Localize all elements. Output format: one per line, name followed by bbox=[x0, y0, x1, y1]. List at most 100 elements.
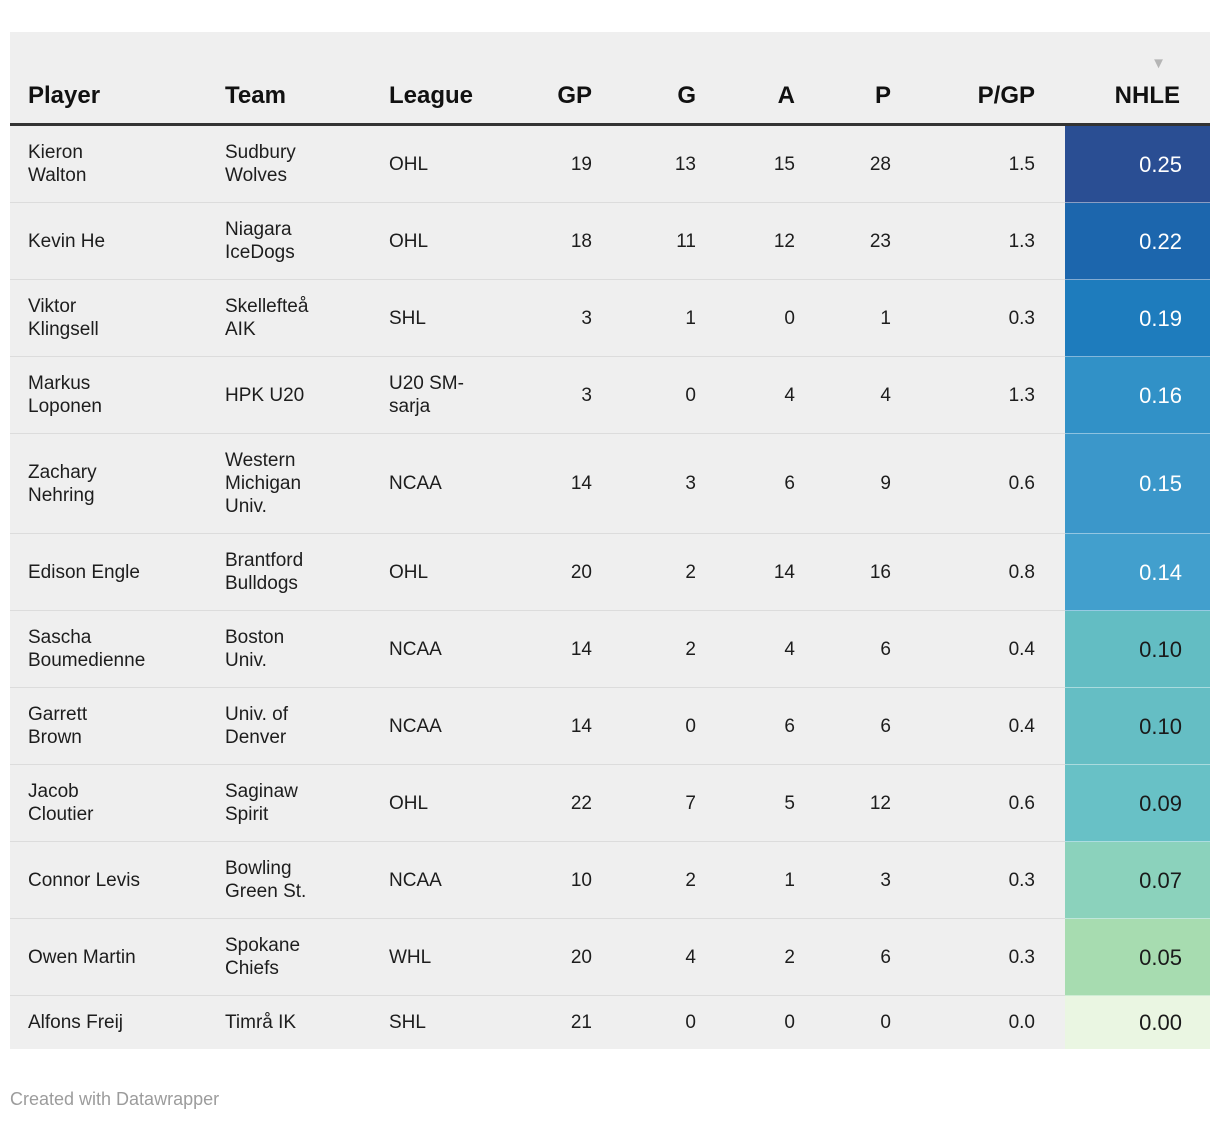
column-header-player[interactable]: ▼Player bbox=[10, 32, 215, 126]
cell-g: 2 bbox=[622, 533, 726, 611]
column-header-team[interactable]: ▼Team bbox=[215, 32, 379, 126]
cell-a: 1 bbox=[726, 841, 825, 919]
cell-team: Skellefteå AIK bbox=[215, 279, 379, 357]
cell-a: 12 bbox=[726, 202, 825, 280]
cell-league: NCAA bbox=[379, 433, 489, 534]
table-row: Kevin He Niagara IceDogs OHL 18 11 12 23 1.3 0.2… bbox=[10, 202, 1210, 280]
cell-g: 2 bbox=[622, 841, 726, 919]
cell-league: NCAA bbox=[379, 687, 489, 765]
stats-table-card: ▼Player▼Team▼League▼GP▼G▼A▼P▼P/GP ▼ NHLE K… bbox=[10, 32, 1210, 1049]
cell-player: Garrett Brown bbox=[10, 687, 215, 765]
cell-nhle: 0.16 bbox=[1065, 356, 1210, 434]
column-header-g[interactable]: ▼G bbox=[622, 32, 726, 126]
cell-pgp: 1.5 bbox=[921, 124, 1065, 203]
cell-p: 9 bbox=[825, 433, 921, 534]
column-header-label: GP bbox=[557, 82, 592, 109]
cell-league: OHL bbox=[379, 124, 489, 203]
column-header-label: Team bbox=[225, 82, 286, 109]
cell-p: 4 bbox=[825, 356, 921, 434]
table-row: Garrett Brown Univ. of Denver NCAA 14 0 6 6 0.4… bbox=[10, 687, 1210, 765]
cell-league: WHL bbox=[379, 918, 489, 996]
cell-team: Boston Univ. bbox=[215, 610, 379, 688]
cell-p: 1 bbox=[825, 279, 921, 357]
cell-pgp: 1.3 bbox=[921, 202, 1065, 280]
cell-pgp: 0.4 bbox=[921, 610, 1065, 688]
cell-nhle: 0.15 bbox=[1065, 433, 1210, 534]
cell-g: 11 bbox=[622, 202, 726, 280]
cell-nhle: 0.19 bbox=[1065, 279, 1210, 357]
column-header-gp[interactable]: ▼GP bbox=[489, 32, 622, 126]
cell-pgp: 0.6 bbox=[921, 433, 1065, 534]
cell-g: 0 bbox=[622, 995, 726, 1049]
cell-player: Kieron Walton bbox=[10, 124, 215, 203]
cell-player: Connor Levis bbox=[10, 841, 215, 919]
column-header-a[interactable]: ▼A bbox=[726, 32, 825, 126]
cell-player: Alfons Freij bbox=[10, 995, 215, 1049]
cell-gp: 14 bbox=[489, 433, 622, 534]
cell-player: Kevin He bbox=[10, 202, 215, 280]
cell-gp: 14 bbox=[489, 610, 622, 688]
page: ▼Player▼Team▼League▼GP▼G▼A▼P▼P/GP ▼ NHLE K… bbox=[0, 32, 1220, 1138]
cell-gp: 22 bbox=[489, 764, 622, 842]
datawrapper-credit: Created with Datawrapper bbox=[10, 1089, 220, 1109]
cell-p: 16 bbox=[825, 533, 921, 611]
cell-a: 15 bbox=[726, 124, 825, 203]
cell-gp: 20 bbox=[489, 533, 622, 611]
column-header-label: P/GP bbox=[977, 82, 1035, 109]
cell-gp: 18 bbox=[489, 202, 622, 280]
cell-g: 13 bbox=[622, 124, 726, 203]
cell-a: 4 bbox=[726, 610, 825, 688]
cell-league: U20 SM- sarja bbox=[379, 356, 489, 434]
cell-pgp: 0.8 bbox=[921, 533, 1065, 611]
cell-pgp: 0.0 bbox=[921, 995, 1065, 1049]
cell-g: 2 bbox=[622, 610, 726, 688]
cell-p: 12 bbox=[825, 764, 921, 842]
column-header-label: NHLE bbox=[1114, 82, 1180, 109]
cell-gp: 3 bbox=[489, 356, 622, 434]
cell-league: NCAA bbox=[379, 841, 489, 919]
cell-league: OHL bbox=[379, 202, 489, 280]
cell-p: 28 bbox=[825, 124, 921, 203]
table-row: Viktor Klingsell Skellefteå AIK SHL 3 1 0 1 0.3… bbox=[10, 279, 1210, 357]
cell-p: 0 bbox=[825, 995, 921, 1049]
table-row: Owen Martin Spokane Chiefs WHL 20 4 2 6 0.3 0.05 bbox=[10, 918, 1210, 996]
column-header-label: League bbox=[389, 82, 474, 109]
cell-league: OHL bbox=[379, 533, 489, 611]
column-header-nhle[interactable]: ▼ NHLE bbox=[1065, 32, 1210, 126]
cell-g: 7 bbox=[622, 764, 726, 842]
column-header-league[interactable]: ▼League bbox=[379, 32, 489, 126]
cell-player: Jacob Cloutier bbox=[10, 764, 215, 842]
cell-p: 6 bbox=[825, 610, 921, 688]
cell-nhle: 0.07 bbox=[1065, 841, 1210, 919]
cell-gp: 21 bbox=[489, 995, 622, 1049]
cell-pgp: 0.3 bbox=[921, 279, 1065, 357]
cell-gp: 19 bbox=[489, 124, 622, 203]
cell-league: OHL bbox=[379, 764, 489, 842]
cell-g: 1 bbox=[622, 279, 726, 357]
cell-a: 0 bbox=[726, 279, 825, 357]
cell-gp: 10 bbox=[489, 841, 622, 919]
cell-a: 0 bbox=[726, 995, 825, 1049]
cell-team: HPK U20 bbox=[215, 356, 379, 434]
cell-a: 6 bbox=[726, 687, 825, 765]
table-row: Alfons Freij Timrå IK SHL 21 0 0 0 0.0 0.00 bbox=[10, 995, 1210, 1049]
column-header-p[interactable]: ▼P bbox=[825, 32, 921, 126]
cell-a: 2 bbox=[726, 918, 825, 996]
cell-g: 4 bbox=[622, 918, 726, 996]
column-header-pgp[interactable]: ▼P/GP bbox=[921, 32, 1065, 126]
table-row: Connor Levis Bowling Green St. NCAA 10 2 1 3 0.… bbox=[10, 841, 1210, 919]
cell-player: Zachary Nehring bbox=[10, 433, 215, 534]
column-header-label: G bbox=[677, 82, 696, 109]
table-row: Jacob Cloutier Saginaw Spirit OHL 22 7 5 12 0.6… bbox=[10, 764, 1210, 842]
cell-a: 6 bbox=[726, 433, 825, 534]
cell-nhle: 0.14 bbox=[1065, 533, 1210, 611]
cell-pgp: 1.3 bbox=[921, 356, 1065, 434]
cell-a: 5 bbox=[726, 764, 825, 842]
cell-team: Brantford Bulldogs bbox=[215, 533, 379, 611]
cell-p: 6 bbox=[825, 918, 921, 996]
table-row: Kieron Walton Sudbury Wolves OHL 19 13 15 28 1.… bbox=[10, 124, 1210, 203]
cell-player: Edison Engle bbox=[10, 533, 215, 611]
nhle-stats-table: ▼Player▼Team▼League▼GP▼G▼A▼P▼P/GP ▼ NHLE K… bbox=[10, 32, 1210, 1049]
cell-nhle: 0.09 bbox=[1065, 764, 1210, 842]
cell-player: Sascha Boumedienne bbox=[10, 610, 215, 688]
